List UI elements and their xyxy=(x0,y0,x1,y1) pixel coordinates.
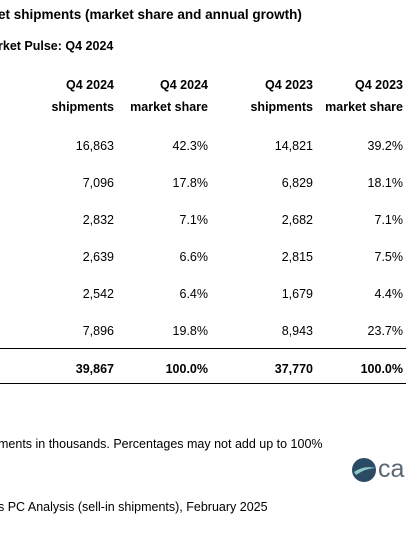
canalys-logo-icon xyxy=(352,458,376,482)
table-cell: 6,829 xyxy=(281,176,313,190)
table-cell: 18.1% xyxy=(367,176,403,190)
report-title: et shipments (market share and annual gr… xyxy=(0,7,302,22)
table-cell: 7.1% xyxy=(179,213,209,227)
table-cell: 39.2% xyxy=(367,139,403,153)
col-header-metric-4: market share xyxy=(325,100,403,114)
total-cell: 100.0% xyxy=(360,362,403,376)
col-header-period-4: Q4 2023 xyxy=(355,78,403,92)
table-cell: 7,896 xyxy=(82,324,114,338)
table-cell: 17.8% xyxy=(172,176,208,190)
report-subtitle: rket Pulse: Q4 2024 xyxy=(0,39,114,53)
table-cell: 4.4% xyxy=(374,287,404,301)
table-cell: 7.5% xyxy=(374,250,404,264)
logo-wordmark: ca xyxy=(378,455,405,483)
total-cell: 39,867 xyxy=(75,362,114,376)
table-cell: 2,815 xyxy=(281,250,313,264)
table-cell: 19.8% xyxy=(172,324,208,338)
col-header-period-3: Q4 2023 xyxy=(265,78,313,92)
table-cell: 8,943 xyxy=(281,324,313,338)
table-cell: 23.7% xyxy=(367,324,403,338)
col-header-period-1: Q4 2024 xyxy=(66,78,114,92)
footnote: ments in thousands. Percentages may not … xyxy=(0,437,323,451)
col-header-metric-3: shipments xyxy=(250,100,313,114)
col-header-period-2: Q4 2024 xyxy=(160,78,208,92)
table-cell: 14,821 xyxy=(274,139,313,153)
table-bottom-rule xyxy=(0,383,406,384)
table-cell: 16,863 xyxy=(75,139,114,153)
table-cell: 2,542 xyxy=(82,287,114,301)
table-cell: 2,639 xyxy=(82,250,114,264)
table-cell: 42.3% xyxy=(172,139,208,153)
table-cell: 1,679 xyxy=(281,287,313,301)
total-cell: 100.0% xyxy=(165,362,208,376)
source-line: s PC Analysis (sell-in shipments), Febru… xyxy=(0,500,268,514)
table-cell: 2,682 xyxy=(281,213,313,227)
table-cell: 7.1% xyxy=(374,213,404,227)
col-header-metric-1: shipments xyxy=(51,100,114,114)
table-cell: 7,096 xyxy=(82,176,114,190)
table-cell: 6.6% xyxy=(179,250,209,264)
table-cell: 2,832 xyxy=(82,213,114,227)
total-cell: 37,770 xyxy=(274,362,313,376)
col-header-metric-2: market share xyxy=(130,100,208,114)
table-cell: 6.4% xyxy=(179,287,209,301)
total-divider xyxy=(0,348,406,349)
